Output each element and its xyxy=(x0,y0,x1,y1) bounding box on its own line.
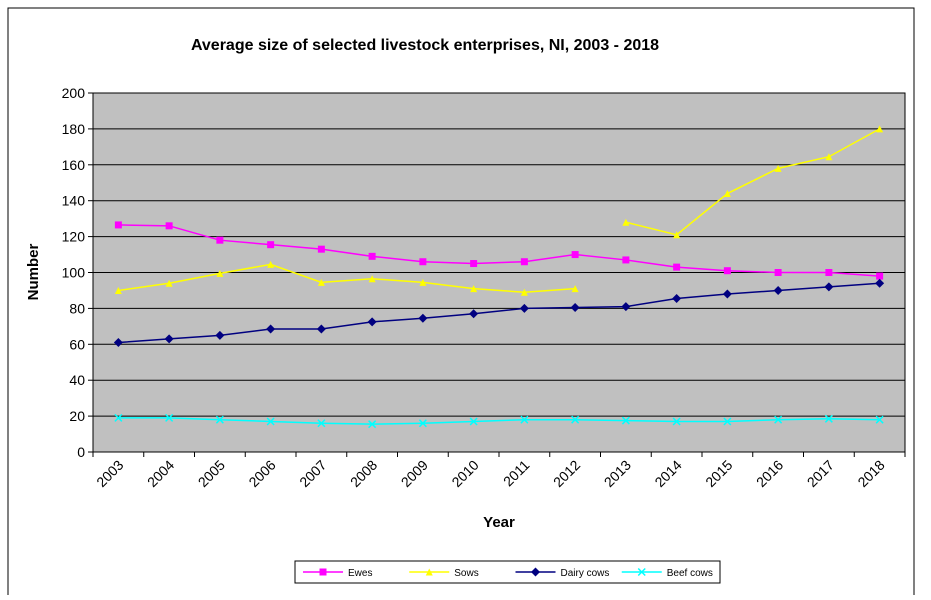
marker xyxy=(267,241,275,249)
legend: Ewes Sows Dairy cows Beef cows xyxy=(294,560,721,584)
marker xyxy=(672,294,682,304)
marker xyxy=(469,417,478,426)
marker xyxy=(622,256,630,264)
y-tick-label: 180 xyxy=(62,121,86,137)
marker xyxy=(317,278,325,286)
marker xyxy=(470,285,478,293)
marker xyxy=(824,414,833,423)
marker xyxy=(722,289,732,299)
legend-label: Ewes xyxy=(348,568,372,579)
marker xyxy=(317,419,326,428)
series-line xyxy=(118,417,880,425)
marker xyxy=(571,251,579,259)
legend-box xyxy=(294,560,721,584)
legend-label: Beef cows xyxy=(667,568,713,579)
marker xyxy=(165,279,173,287)
marker xyxy=(774,164,782,172)
marker xyxy=(216,236,224,244)
marker xyxy=(113,338,123,348)
y-tick-label: 160 xyxy=(62,157,86,173)
y-tick-label: 20 xyxy=(69,408,85,424)
marker xyxy=(622,218,630,226)
marker xyxy=(825,269,833,276)
marker xyxy=(520,288,528,296)
y-tick-label: 140 xyxy=(62,193,86,209)
marker xyxy=(368,252,376,260)
marker xyxy=(570,303,580,313)
marker xyxy=(637,567,646,577)
marker xyxy=(520,415,529,424)
marker xyxy=(114,413,123,422)
legend-label: Sows xyxy=(454,568,478,579)
y-tick-label: 60 xyxy=(69,336,85,352)
marker xyxy=(571,285,579,293)
marker xyxy=(215,415,224,424)
marker xyxy=(216,269,224,277)
y-tick-label: 0 xyxy=(77,444,85,460)
series-line xyxy=(118,128,880,293)
marker xyxy=(425,568,433,576)
marker xyxy=(773,285,783,295)
marker xyxy=(876,125,884,133)
marker xyxy=(723,190,731,198)
marker xyxy=(531,567,540,577)
marker xyxy=(266,324,276,334)
legend-label: Dairy cows xyxy=(561,568,610,579)
marker xyxy=(825,153,833,161)
y-tick-label: 40 xyxy=(69,372,85,388)
marker xyxy=(419,258,427,266)
marker xyxy=(876,272,884,280)
y-axis-label: Number xyxy=(25,244,42,301)
marker xyxy=(165,413,174,422)
marker xyxy=(875,278,885,288)
marker xyxy=(520,258,528,266)
marker xyxy=(621,416,630,425)
marker xyxy=(774,269,782,276)
marker xyxy=(672,417,681,426)
y-tick-label: 200 xyxy=(62,85,86,101)
marker xyxy=(621,302,631,312)
marker xyxy=(267,260,275,268)
marker xyxy=(368,420,377,429)
marker xyxy=(418,313,428,323)
marker xyxy=(266,417,275,426)
marker xyxy=(723,417,732,426)
marker xyxy=(317,245,325,253)
series-line xyxy=(118,224,880,277)
chart-title: Average size of selected livestock enter… xyxy=(191,37,659,54)
marker xyxy=(114,221,122,229)
y-tick-label: 80 xyxy=(69,300,85,316)
marker xyxy=(419,278,427,286)
x-axis-label: Year xyxy=(483,514,515,531)
marker xyxy=(368,275,376,283)
marker xyxy=(164,334,174,344)
marker xyxy=(319,568,327,576)
marker xyxy=(875,415,884,424)
marker xyxy=(824,282,834,292)
marker xyxy=(470,260,478,268)
marker xyxy=(215,330,225,340)
marker xyxy=(571,415,580,424)
series-line xyxy=(118,282,880,344)
y-tick-label: 100 xyxy=(62,265,86,281)
marker xyxy=(673,231,681,239)
marker xyxy=(367,317,377,327)
marker xyxy=(519,303,529,313)
y-tick-label: 120 xyxy=(62,229,86,245)
marker xyxy=(114,286,122,294)
marker xyxy=(673,263,681,271)
marker xyxy=(418,419,427,428)
marker xyxy=(469,309,479,319)
marker xyxy=(723,267,731,275)
marker xyxy=(774,415,783,424)
marker xyxy=(316,324,326,334)
marker xyxy=(165,222,173,230)
